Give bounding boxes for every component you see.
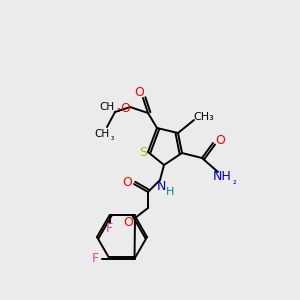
Text: ₂: ₂ [116,106,120,115]
Text: S: S [139,146,147,158]
Text: ₃: ₃ [110,133,114,142]
Text: O: O [120,101,130,115]
Text: H: H [166,187,174,197]
Text: O: O [123,217,133,230]
Text: F: F [106,222,113,235]
Text: ₂: ₂ [232,176,236,185]
Text: O: O [122,176,132,188]
Text: O: O [134,86,144,100]
Text: NH: NH [213,170,231,184]
Text: N: N [156,179,166,193]
Text: CH: CH [99,102,115,112]
Text: O: O [215,134,225,146]
Text: CH₃: CH₃ [194,112,214,122]
Text: CH: CH [94,129,110,139]
Text: F: F [92,252,99,265]
